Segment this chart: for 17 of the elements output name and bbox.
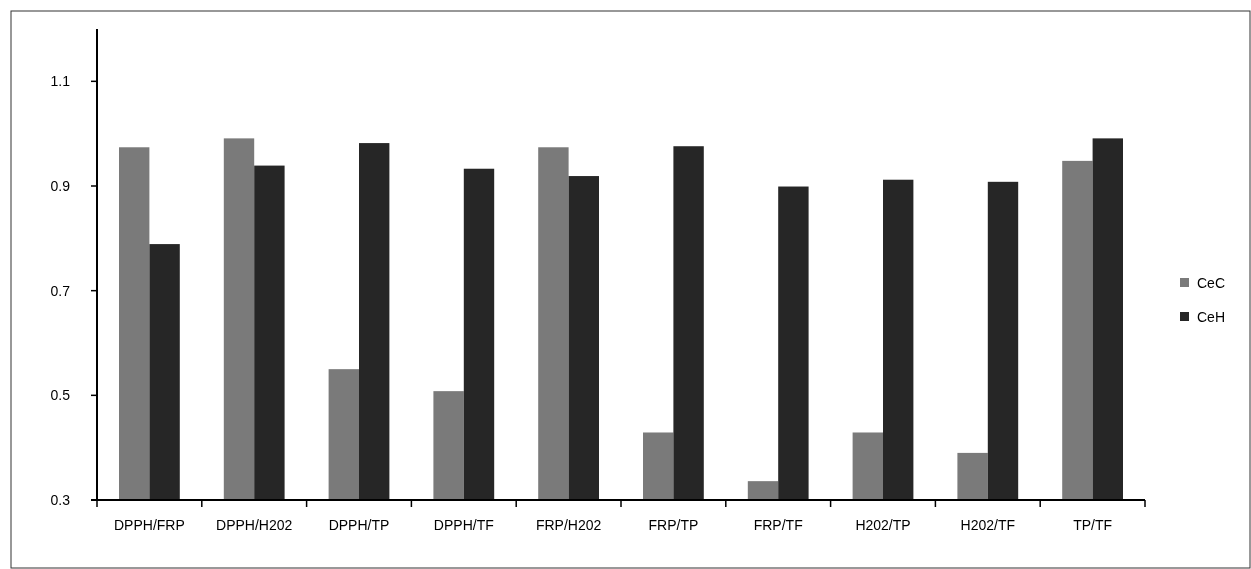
x-tick-label: DPPH/TF — [433, 517, 494, 533]
y-tick-label: 0.5 — [50, 387, 71, 404]
x-tick-label: DPPH/H202 — [216, 517, 293, 533]
legend-label: CeH — [1197, 308, 1226, 325]
y-tick-label: 0.3 — [50, 491, 71, 508]
y-tick-label: 1.1 — [50, 73, 71, 90]
y-tick-label: 0.7 — [50, 282, 71, 299]
legend-label: CeC — [1197, 274, 1226, 291]
x-tick-label: FRP/TP — [648, 517, 699, 533]
x-tick-label: TP/TF — [1073, 517, 1113, 533]
x-tick-label: FRP/H202 — [535, 517, 602, 533]
y-tick-label: 0.9 — [50, 177, 71, 194]
x-tick-label: H202/TF — [960, 517, 1016, 533]
x-tick-label: DPPH/FRP — [114, 517, 185, 533]
x-tick-label: H202/TP — [855, 517, 911, 533]
x-tick-label: FRP/TF — [753, 517, 803, 533]
x-tick-label: DPPH/TP — [328, 517, 390, 533]
